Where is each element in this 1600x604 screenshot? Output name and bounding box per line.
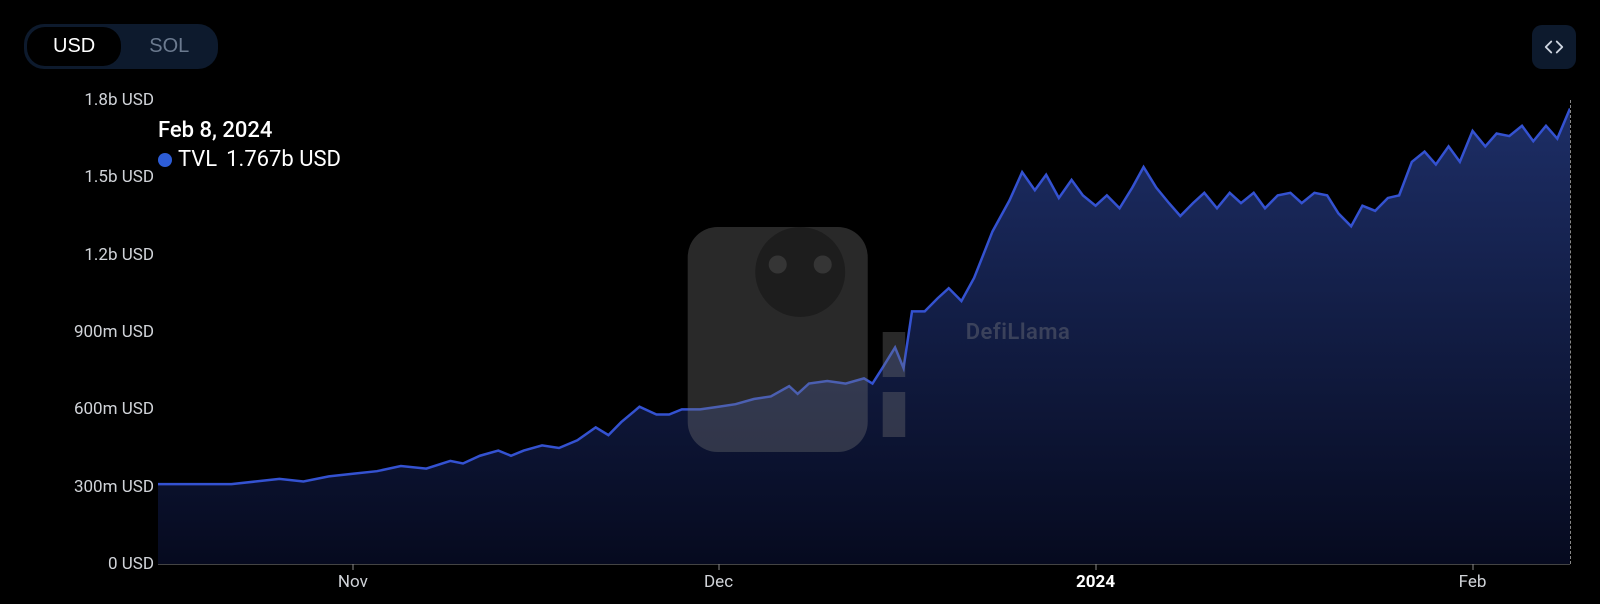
- y-tick-label: 1.2b USD: [84, 245, 158, 265]
- x-baseline: [158, 564, 1570, 565]
- tvl-chart: 0 USD 300m USD 600m USD 900m USD 1.2b USD 1.5…: [0, 100, 1570, 604]
- x-tick-mark: [1095, 564, 1096, 570]
- y-tick-label: 300m USD: [74, 477, 158, 497]
- y-axis: 0 USD300m USD600m USD900m USD1.2b USD1.5…: [0, 100, 158, 564]
- x-tick-mark: [1472, 564, 1473, 570]
- x-tick-label: Feb: [1459, 572, 1487, 592]
- tooltip-date: Feb 8, 2024: [158, 118, 341, 143]
- x-tick-label: 2024: [1076, 572, 1115, 592]
- tooltip-value: 1.767b USD: [226, 147, 341, 172]
- y-tick-label: 0 USD: [108, 554, 158, 574]
- y-tick-label: 900m USD: [74, 322, 158, 342]
- x-tick-mark: [718, 564, 719, 570]
- y-tick-label: 1.8b USD: [84, 90, 158, 110]
- x-tick-label: Nov: [338, 572, 368, 592]
- currency-tab-usd[interactable]: USD: [27, 27, 121, 66]
- currency-toggle: USD SOL: [24, 24, 218, 69]
- code-icon: [1543, 36, 1565, 58]
- y-tick-label: 1.5b USD: [84, 167, 158, 187]
- chart-tooltip: Feb 8, 2024 TVL 1.767b USD: [158, 118, 341, 172]
- tooltip-series-dot: [158, 153, 172, 167]
- currency-tab-sol[interactable]: SOL: [123, 27, 215, 66]
- x-tick-label: Dec: [704, 572, 733, 592]
- x-axis: Nov Dec 2024 Feb: [158, 564, 1570, 604]
- crosshair-line: [1570, 100, 1571, 564]
- y-tick-label: 600m USD: [74, 399, 158, 419]
- plot-area[interactable]: DefiLlama: [158, 100, 1570, 564]
- tooltip-series-label: TVL: [178, 147, 217, 172]
- x-tick-mark: [352, 564, 353, 570]
- embed-button[interactable]: [1532, 25, 1576, 69]
